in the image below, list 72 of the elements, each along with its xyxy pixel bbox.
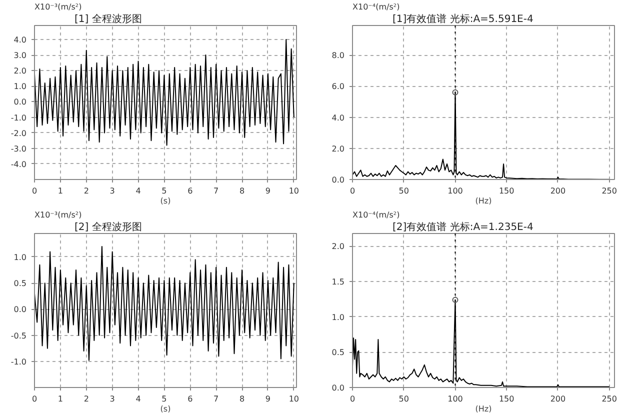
x-tick-label: 50 — [398, 186, 409, 196]
y-tick-label: 2.0 — [332, 144, 345, 154]
x-tick-label: 10 — [288, 186, 300, 196]
x-tick-label: 4 — [136, 394, 141, 404]
y-tick-label: -0.5 — [10, 331, 26, 340]
chart-title: [1] 全程波形图 — [74, 13, 142, 25]
y-axis-title: X10⁻³(m/s²) — [34, 210, 82, 220]
x-tick-label: 8 — [239, 394, 245, 404]
x-tick-label: 9 — [265, 186, 271, 196]
x-tick-label: 7 — [214, 394, 219, 404]
x-tick-label: 1 — [58, 186, 63, 196]
x-tick-label: 150 — [498, 394, 514, 404]
y-tick-label: -1.0 — [10, 113, 26, 122]
y-tick-label: 0.0 — [332, 176, 345, 184]
y-tick-label: -2.0 — [10, 128, 26, 138]
y-tick-label: -3.0 — [10, 144, 26, 154]
y-tick-label: 1.0 — [332, 312, 345, 322]
x-tick-label: 8 — [239, 186, 245, 196]
chart-title: [2]有效值谱 光标:A=1.235E-4 — [392, 221, 534, 233]
x-tick-label: 6 — [188, 186, 193, 196]
x-axis-title: (Hz) — [475, 196, 492, 206]
y-tick-label: 3.0 — [14, 51, 27, 60]
y-tick-label: 6.0 — [332, 82, 345, 92]
x-tick-label: 250 — [602, 394, 618, 404]
x-tick-label: 250 — [602, 186, 618, 196]
x-tick-label: 5 — [162, 186, 167, 196]
y-tick-label: -4.0 — [10, 160, 26, 169]
y-axis-title: X10⁻⁴(m/s²) — [352, 210, 400, 220]
y-tick-label: 1.5 — [332, 278, 345, 287]
x-tick-label: 6 — [188, 394, 193, 404]
y-tick-label: 2.0 — [14, 66, 27, 76]
y-tick-label: 8.0 — [332, 51, 345, 60]
line-series — [34, 246, 294, 361]
chart-title: [2] 全程波形图 — [74, 221, 142, 233]
x-tick-label: 3 — [110, 186, 115, 196]
y-tick-label: -1.0 — [10, 357, 26, 366]
y-tick-label: 1.0 — [14, 82, 27, 92]
x-tick-label: 5 — [162, 394, 167, 404]
x-tick-label: 100 — [448, 186, 463, 196]
x-axis-title: (Hz) — [475, 404, 492, 414]
y-tick-label: 0.5 — [14, 279, 27, 288]
y-tick-label: 0.0 — [332, 384, 345, 392]
y-tick-label: 4.0 — [14, 36, 27, 44]
y-tick-label: 4.0 — [332, 113, 345, 122]
x-tick-label: 7 — [214, 186, 219, 196]
x-tick-label: 3 — [110, 394, 115, 404]
chart-title: [1]有效值谱 光标:A=5.591E-4 — [392, 13, 534, 25]
y-axis-title: X10⁻⁴(m/s²) — [352, 2, 400, 12]
y-axis-title: X10⁻³(m/s²) — [34, 2, 82, 12]
x-tick-label: 200 — [550, 186, 566, 196]
y-tick-label: 1.0 — [14, 252, 27, 262]
x-tick-label: 0 — [350, 186, 356, 196]
x-tick-label: 0 — [32, 186, 38, 196]
y-tick-label: 2.0 — [332, 242, 345, 252]
x-tick-label: 100 — [448, 394, 463, 404]
x-tick-label: 50 — [398, 394, 409, 404]
x-axis-title: (s) — [160, 196, 171, 206]
x-tick-label: 2 — [84, 186, 89, 196]
x-tick-label: 150 — [498, 186, 514, 196]
x-tick-label: 200 — [550, 394, 566, 404]
line-series — [34, 39, 294, 146]
x-tick-label: 4 — [136, 186, 141, 196]
y-tick-label: 0.0 — [14, 98, 27, 107]
x-axis-title: (s) — [160, 404, 171, 414]
x-tick-label: 0 — [350, 394, 356, 404]
x-tick-label: 1 — [58, 394, 63, 404]
x-tick-label: 10 — [288, 394, 300, 404]
y-tick-label: 0.0 — [14, 305, 27, 314]
x-tick-label: 0 — [32, 394, 38, 404]
y-tick-label: 0.5 — [332, 348, 345, 358]
x-tick-label: 9 — [265, 394, 271, 404]
x-tick-label: 2 — [84, 394, 89, 404]
